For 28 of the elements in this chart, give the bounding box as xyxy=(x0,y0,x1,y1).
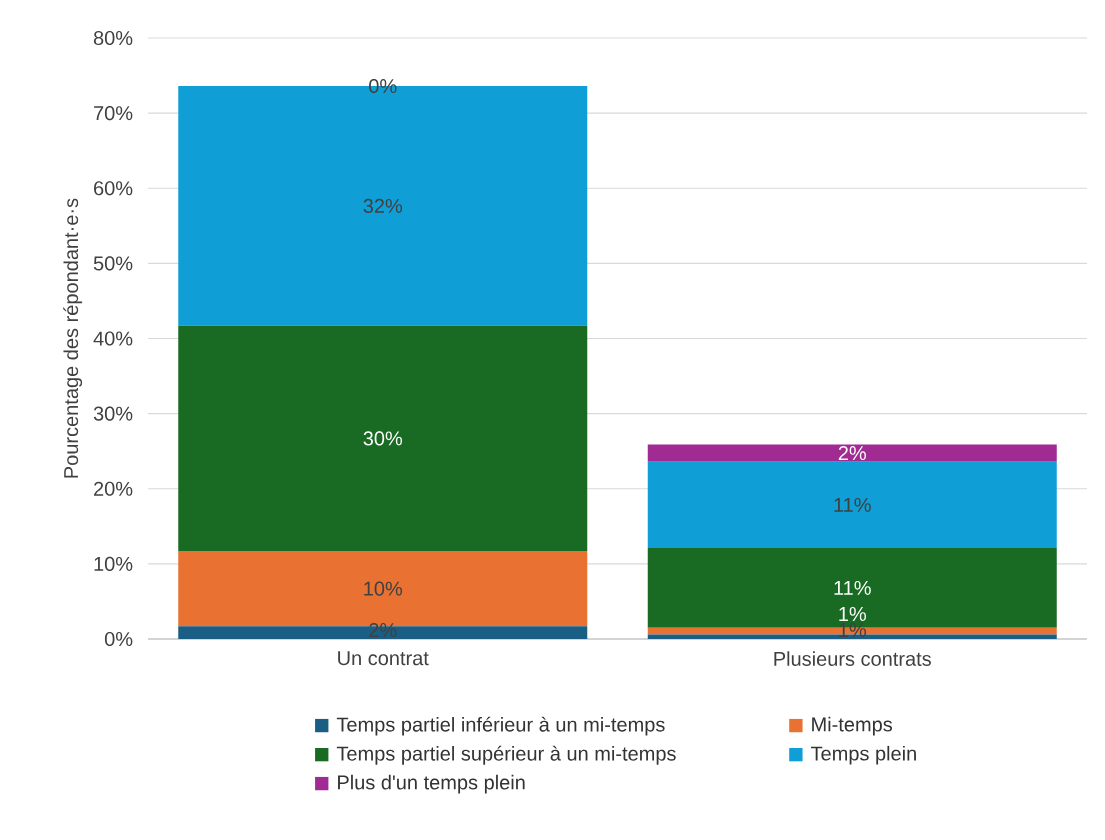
bar xyxy=(647,461,1057,549)
bar xyxy=(647,444,1057,462)
data-label: 11% xyxy=(834,580,871,595)
legend-label: Plus d'un temps plein xyxy=(338,774,525,794)
y-tick-label: 30% xyxy=(93,406,133,421)
legend-label: Temps plein xyxy=(810,745,916,765)
y-tick-label: 60% xyxy=(94,181,133,196)
y-axis-title: Pourcentage des répondant·e·s xyxy=(63,198,83,478)
y-tick-label: 50% xyxy=(93,256,133,271)
legend-label: Temps partiel inférieur à un mi-temps xyxy=(336,716,665,736)
bar xyxy=(178,325,588,552)
y-tick-label: 70% xyxy=(94,106,133,121)
data-label: 10% xyxy=(364,581,403,596)
legend-label: Temps partiel supérieur à un mi-temps xyxy=(336,745,676,765)
data-label: 11% xyxy=(834,497,871,512)
data-label: 1% xyxy=(839,607,866,621)
x-tick-label: Un contrat xyxy=(338,651,429,666)
y-tick-label: 0% xyxy=(104,631,133,647)
data-label: 2% xyxy=(369,622,397,638)
data-label: 2% xyxy=(838,446,866,461)
y-tick-label: 10% xyxy=(94,556,133,571)
x-tick-label: Plusieurs contrats xyxy=(774,651,931,666)
data-label: 32% xyxy=(363,198,403,213)
y-tick-label: 20% xyxy=(94,481,133,496)
y-tick-label: 80% xyxy=(93,30,133,46)
data-label: 30% xyxy=(363,431,403,446)
y-tick-label: 40% xyxy=(93,331,133,346)
legend-label: Mi-temps xyxy=(812,716,893,736)
